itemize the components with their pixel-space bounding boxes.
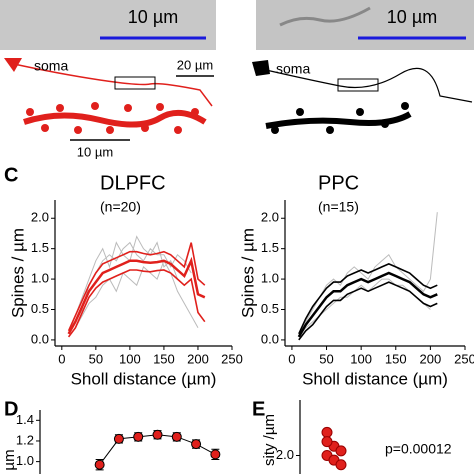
spines	[26, 102, 199, 134]
y-tick-label: 1.0	[16, 453, 34, 468]
x-tick-label: 250	[221, 351, 243, 366]
y-tick-label: 2.0	[276, 447, 294, 462]
y-tick-label: 2.0	[31, 210, 49, 225]
point	[152, 429, 163, 440]
series-line	[298, 212, 438, 338]
y-tick-label: 0.5	[31, 301, 49, 316]
y-axis-label: µm	[1, 449, 18, 470]
y-axis-label: Spines / µm	[238, 228, 257, 318]
x-tick-label: 100	[350, 351, 372, 366]
point	[335, 459, 347, 471]
soma	[4, 58, 22, 72]
chart-title: DLPFC	[100, 172, 166, 194]
y-tick-label: 1.0	[31, 271, 49, 286]
dendrite-zoom	[265, 111, 412, 129]
scale-label: 10 µm	[77, 144, 113, 159]
y-tick-label: 0.5	[261, 301, 279, 316]
x-tick-label: 150	[385, 351, 407, 366]
micrograph	[256, 0, 474, 50]
x-axis-label: Sholl distance (µm)	[71, 369, 217, 388]
dendrite-image	[279, 6, 371, 27]
series-line	[67, 242, 206, 332]
spines	[271, 102, 409, 134]
x-tick-label: 150	[153, 351, 175, 366]
x-tick-label: 50	[89, 351, 103, 366]
x-tick-label: 50	[319, 351, 333, 366]
panel-label: E	[252, 398, 265, 420]
x-tick-label: 100	[119, 351, 141, 366]
scale-label: 20 µm	[177, 57, 213, 72]
chart-title: PPC	[318, 172, 359, 194]
neuron-trace	[13, 63, 213, 107]
point	[171, 431, 182, 442]
y-tick-label: 1.0	[261, 271, 279, 286]
y-axis-label: sity /µm	[261, 414, 278, 466]
series-line	[297, 271, 438, 338]
x-tick-label: 0	[58, 351, 65, 366]
y-tick-label: 1.5	[261, 240, 279, 255]
chart-subtitle: (n=15)	[318, 199, 359, 215]
soma	[252, 60, 270, 76]
x-tick-label: 200	[420, 351, 442, 366]
series-line	[68, 259, 199, 338]
inset-box	[114, 76, 156, 90]
point	[321, 436, 333, 448]
x-tick-label: 0	[288, 351, 295, 366]
series-line	[67, 256, 206, 335]
soma-label: soma	[276, 61, 310, 77]
neuron-trace	[265, 67, 473, 103]
soma-label: soma	[34, 58, 68, 74]
y-tick-label: 0.0	[31, 331, 49, 346]
scale-label: 10 µm	[387, 7, 437, 27]
series-line	[298, 281, 438, 341]
inset-box	[337, 78, 379, 92]
y-tick-label: 2.0	[261, 210, 279, 225]
point	[335, 445, 347, 457]
annotation: p=0.00012	[385, 441, 452, 457]
chart-subtitle: (n=20)	[100, 199, 141, 215]
y-tick-label: 1.2	[16, 432, 34, 447]
point	[113, 433, 124, 444]
point	[94, 459, 105, 470]
x-tick-label: 250	[454, 351, 474, 366]
panel-label: C	[4, 164, 18, 186]
point	[133, 431, 144, 442]
micrograph	[0, 0, 216, 50]
y-tick-label: 1.5	[31, 240, 49, 255]
y-tick-label: 1.4	[16, 412, 34, 427]
series-line	[68, 235, 185, 334]
dendrite-zoom	[23, 109, 207, 128]
point	[210, 449, 221, 460]
y-tick-label: 0.0	[261, 331, 279, 346]
x-tick-label: 200	[187, 351, 209, 366]
panel-label: D	[4, 398, 18, 420]
x-axis-label: Sholl distance (µm)	[302, 369, 448, 388]
y-axis-label: Spines / µm	[8, 228, 27, 318]
point	[191, 439, 202, 450]
scale-label: 10 µm	[128, 7, 178, 27]
series-line	[67, 269, 206, 338]
series-line	[298, 263, 438, 335]
point	[321, 426, 333, 438]
